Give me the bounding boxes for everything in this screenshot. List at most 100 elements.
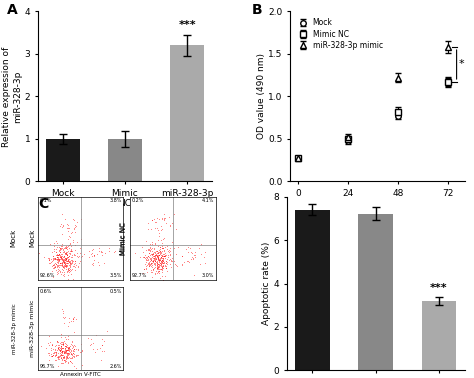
Point — [158, 227, 165, 233]
Point — [161, 250, 169, 256]
Point — [146, 260, 153, 266]
Point — [60, 257, 67, 263]
Point — [187, 249, 195, 255]
Point — [71, 251, 78, 257]
Point — [64, 347, 72, 353]
Point — [70, 351, 78, 357]
Point — [188, 254, 195, 260]
Point — [64, 262, 71, 268]
Point — [62, 356, 70, 362]
Point — [57, 334, 64, 340]
Point — [148, 274, 155, 280]
Point — [150, 261, 158, 267]
Point — [69, 318, 77, 324]
Point — [147, 269, 155, 275]
Point — [137, 254, 144, 260]
Point — [62, 262, 69, 268]
Point — [157, 237, 165, 243]
Point — [49, 262, 57, 268]
Point — [93, 346, 100, 352]
Point — [70, 353, 77, 359]
Point — [65, 254, 73, 260]
Point — [148, 239, 155, 245]
Point — [156, 257, 164, 263]
Point — [57, 344, 64, 350]
Point — [52, 246, 60, 253]
Point — [72, 267, 79, 273]
Point — [184, 244, 191, 250]
Point — [93, 251, 101, 257]
Point — [157, 254, 164, 260]
Point — [70, 263, 77, 269]
Point — [54, 262, 62, 268]
Point — [154, 254, 162, 260]
Point — [61, 261, 69, 267]
Point — [159, 257, 166, 263]
Point — [167, 258, 175, 264]
Point — [67, 247, 74, 253]
Text: 3.0%: 3.0% — [201, 274, 214, 279]
Point — [57, 341, 64, 347]
Point — [160, 262, 167, 268]
Point — [64, 258, 71, 264]
Point — [52, 262, 60, 268]
Point — [71, 263, 78, 270]
Point — [74, 264, 82, 270]
Point — [155, 268, 163, 274]
Point — [70, 329, 78, 335]
Point — [172, 226, 180, 232]
Point — [53, 240, 60, 246]
Point — [201, 260, 209, 266]
Point — [152, 270, 159, 276]
Point — [59, 256, 67, 262]
Point — [55, 345, 62, 351]
Point — [100, 260, 108, 266]
Point — [160, 251, 167, 257]
Point — [144, 226, 152, 232]
Point — [89, 340, 96, 346]
Point — [156, 243, 164, 249]
Point — [68, 351, 76, 357]
Point — [54, 345, 61, 352]
Point — [59, 345, 67, 351]
Point — [100, 347, 108, 353]
Point — [144, 256, 151, 262]
Point — [152, 241, 159, 247]
Point — [72, 352, 80, 358]
Point — [65, 265, 73, 271]
Point — [76, 245, 83, 251]
Point — [145, 254, 153, 260]
Point — [58, 352, 65, 358]
Point — [76, 250, 83, 256]
Point — [63, 259, 71, 265]
Point — [186, 245, 194, 251]
Point — [152, 257, 159, 263]
Point — [142, 256, 149, 262]
Point — [46, 257, 53, 263]
Point — [54, 252, 61, 258]
Point — [45, 254, 52, 260]
Point — [152, 252, 159, 258]
Point — [54, 252, 61, 258]
Point — [51, 246, 58, 253]
Point — [66, 343, 73, 349]
Point — [55, 247, 63, 253]
Point — [60, 253, 68, 259]
Point — [60, 247, 67, 253]
Point — [60, 263, 68, 270]
Point — [154, 250, 162, 256]
Point — [169, 239, 176, 245]
Point — [54, 354, 61, 360]
Point — [62, 216, 69, 222]
Point — [56, 350, 64, 356]
Point — [61, 260, 69, 266]
Point — [57, 343, 64, 349]
Point — [67, 263, 74, 270]
Point — [61, 359, 69, 365]
Point — [143, 257, 151, 263]
Point — [71, 346, 78, 352]
Point — [185, 259, 193, 265]
Point — [58, 269, 66, 275]
Point — [48, 342, 55, 348]
Point — [155, 257, 162, 263]
